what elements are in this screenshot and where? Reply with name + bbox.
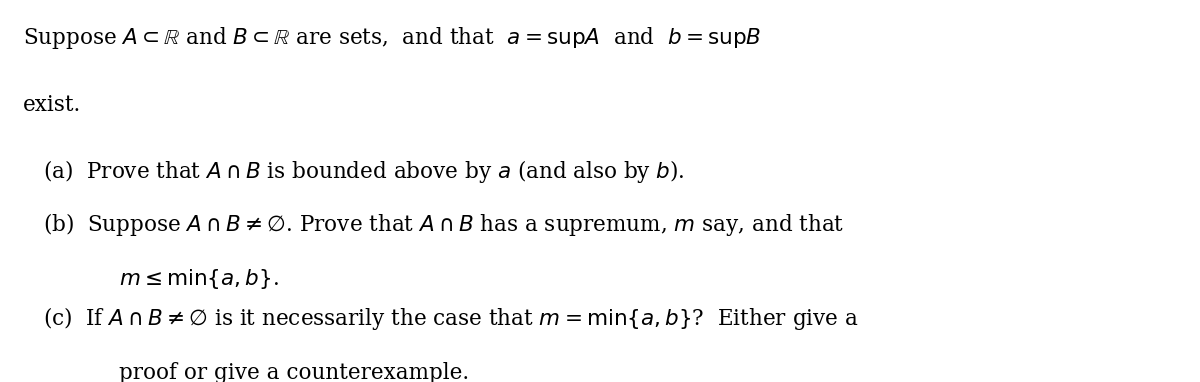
Text: (a)  Prove that $A \cap B$ is bounded above by $a$ (and also by $b$).: (a) Prove that $A \cap B$ is bounded abo… [43, 157, 685, 185]
Text: exist.: exist. [23, 94, 82, 117]
Text: Suppose $A \subset \mathbb{R}$ and $B \subset \mathbb{R}$ are sets,  and that  $: Suppose $A \subset \mathbb{R}$ and $B \s… [23, 25, 761, 51]
Text: (c)  If $A \cap B \neq \emptyset$ is it necessarily the case that $m = \min\{a, : (c) If $A \cap B \neq \emptyset$ is it n… [43, 305, 859, 332]
Text: proof or give a counterexample.: proof or give a counterexample. [119, 362, 469, 382]
Text: (b)  Suppose $A \cap B \neq \emptyset$. Prove that $A \cap B$ has a supremum, $m: (b) Suppose $A \cap B \neq \emptyset$. P… [43, 211, 845, 238]
Text: $m \leq \min\{a, b\}$.: $m \leq \min\{a, b\}$. [119, 267, 278, 291]
